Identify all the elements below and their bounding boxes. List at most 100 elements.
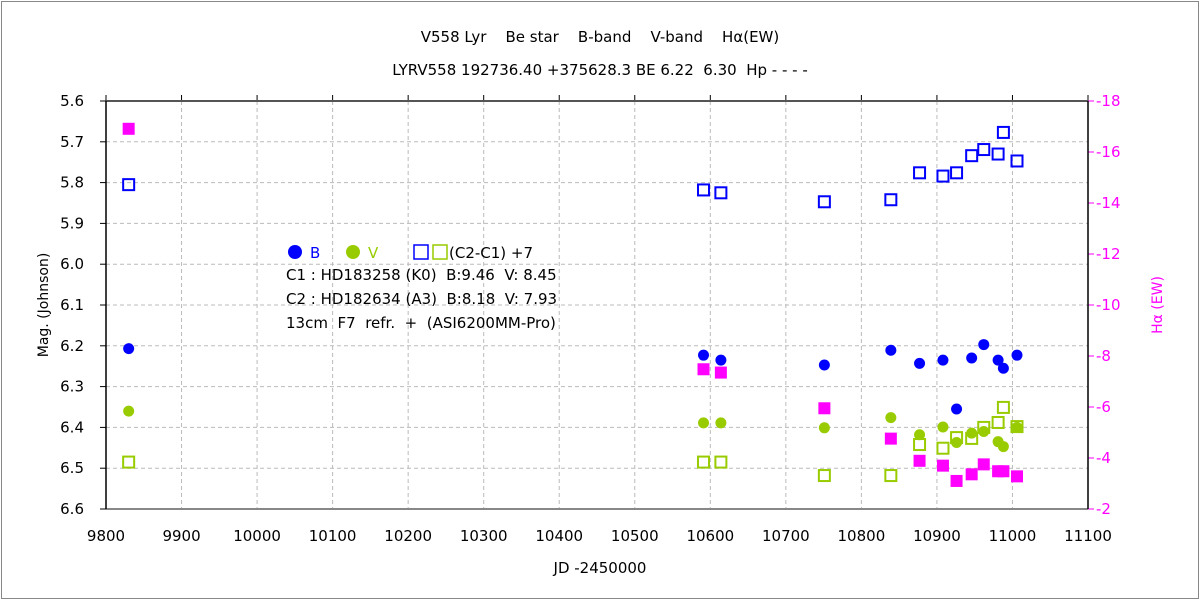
legend-c1: C1 : HD183258 (K0) B:9.46 V: 8.45 [286, 266, 557, 284]
y2-tick-label: -4 [1096, 449, 1111, 467]
x-tick-label: 10000 [233, 527, 281, 545]
point-b [966, 352, 978, 364]
point-b [818, 359, 830, 371]
point-b [937, 354, 949, 366]
point-v-c2-c1-7 [913, 438, 927, 452]
data-marks [122, 122, 1024, 487]
point-h-ew [977, 458, 990, 471]
x-axis-label: JD -2450000 [553, 559, 647, 577]
point-v-c2-c1-7 [936, 441, 950, 455]
point-h-ew [122, 122, 135, 135]
point-v-c2-c1-7 [996, 400, 1010, 414]
point-h-ew [950, 474, 963, 487]
point-v [715, 417, 727, 429]
point-v-c2-c1-7 [991, 416, 1005, 430]
point-b [123, 343, 135, 355]
point-b [698, 349, 710, 361]
y-tick-label: 6.0 [60, 255, 84, 273]
point-v-c2-c1-7 [1010, 420, 1024, 434]
point-b [951, 403, 963, 415]
x-tick-label: 10200 [384, 527, 432, 545]
y-axis-label: Mag. (Johnson) [36, 253, 52, 358]
y-tick-label: 5.7 [60, 133, 84, 151]
point-h-ew [997, 465, 1010, 478]
y-tick-label: 5.6 [60, 92, 84, 110]
point-b-c2-c1-7 [977, 143, 991, 157]
y2-axis-label: Hα (EW) [1150, 276, 1166, 334]
point-b-c2-c1-7 [817, 195, 831, 209]
y-tick-label: 6.2 [60, 337, 84, 355]
point-v [885, 412, 897, 424]
y-tick-label: 5.8 [60, 174, 84, 192]
point-b-c2-c1-7 [697, 183, 711, 197]
x-tick-label: 10600 [686, 527, 734, 545]
point-b [978, 339, 990, 351]
point-v [978, 425, 990, 437]
x-tick-label: 10900 [913, 527, 961, 545]
x-tick-label: 9800 [87, 527, 125, 545]
legend-diff-label: (C2-C1) +7 [449, 244, 533, 262]
point-b [992, 354, 1004, 366]
point-b-c2-c1-7 [996, 125, 1010, 139]
y-tick-label: 6.6 [60, 500, 84, 518]
point-v [914, 429, 926, 441]
grid [106, 101, 1088, 509]
point-h-ew [884, 432, 897, 445]
x-tick-label: 10300 [460, 527, 508, 545]
y-tick-label: 6.3 [60, 378, 84, 396]
point-v [1011, 421, 1023, 433]
legend-b-label: B [310, 244, 320, 262]
point-v-c2-c1-7 [697, 455, 711, 469]
y2-tick-label: -16 [1096, 143, 1121, 161]
x-tick-label: 11100 [1064, 527, 1112, 545]
point-v [818, 422, 830, 434]
point-v-c2-c1-7 [122, 455, 136, 469]
y-tick-label: 6.1 [60, 296, 84, 314]
point-v-c2-c1-7 [817, 469, 831, 483]
chart-subtitle: LYRV558 192736.40 +375628.3 BE 6.22 6.30… [392, 61, 808, 79]
point-h-ew [714, 366, 727, 379]
point-b-c2-c1-7 [965, 149, 979, 163]
y2-tick-label: -8 [1096, 347, 1111, 365]
y2-tick-label: -6 [1096, 398, 1111, 416]
legend-v-marker [346, 245, 360, 259]
point-b-c2-c1-7 [936, 169, 950, 183]
point-h-ew [818, 402, 831, 415]
point-v-c2-c1-7 [884, 469, 898, 483]
point-h-ew [697, 363, 710, 376]
point-b-c2-c1-7 [1010, 154, 1024, 168]
point-b [715, 354, 727, 366]
point-v-c2-c1-7 [977, 420, 991, 434]
y2-tick-label: -12 [1096, 245, 1121, 263]
point-b-c2-c1-7 [714, 186, 728, 200]
x-tick-label: 11000 [989, 527, 1037, 545]
x-tick-label: 10700 [762, 527, 810, 545]
x-tick-label: 9900 [162, 527, 200, 545]
point-b [1011, 349, 1023, 361]
point-h-ew [913, 454, 926, 467]
point-h-ew [1010, 470, 1023, 483]
y2-tick-label: -18 [1096, 92, 1121, 110]
point-h-ew [965, 468, 978, 481]
y-tick-label: 5.9 [60, 214, 84, 232]
point-v [123, 405, 135, 417]
point-b [997, 362, 1009, 374]
point-b [914, 357, 926, 369]
legend: B V (C2-C1) +7 C1 : HD183258 (K0) B:9.46… [286, 244, 557, 332]
y2-tick-label: -10 [1096, 296, 1121, 314]
chart-title: V558 Lyr Be star B-band V-band Hα(EW) [421, 28, 779, 46]
legend-v-label: V [368, 244, 379, 262]
point-b-c2-c1-7 [991, 147, 1005, 161]
point-v [698, 417, 710, 429]
point-v-c2-c1-7 [714, 455, 728, 469]
point-v [997, 441, 1009, 453]
x-tick-label: 10400 [535, 527, 583, 545]
y-tick-label: 6.5 [60, 459, 84, 477]
legend-v-diff-marker [432, 244, 448, 260]
point-v-c2-c1-7 [950, 431, 964, 445]
point-b-c2-c1-7 [122, 178, 136, 192]
x-tick-label: 10500 [611, 527, 659, 545]
legend-c2: C2 : HD182634 (A3) B:8.18 V: 7.93 [286, 290, 557, 308]
y2-tick-label: -2 [1096, 500, 1111, 518]
